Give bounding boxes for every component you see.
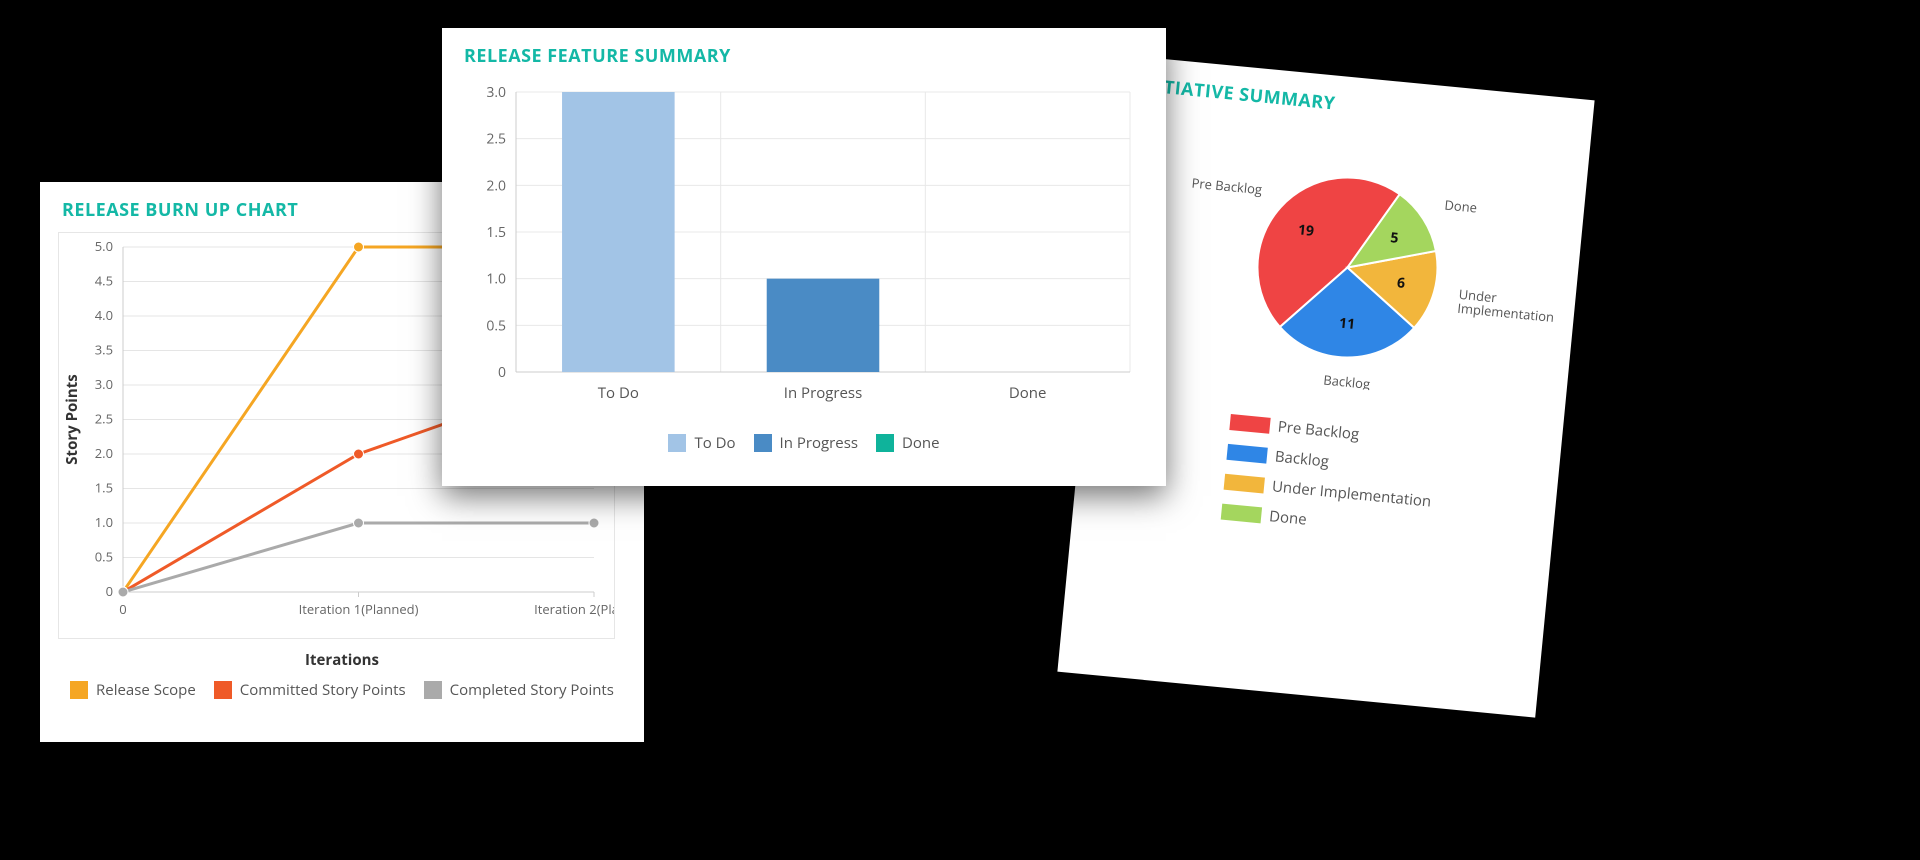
svg-text:UnderImplementation: UnderImplementation <box>1457 285 1557 326</box>
svg-text:Iteration 2(Planned): Iteration 2(Planned) <box>534 600 615 618</box>
svg-text:0.5: 0.5 <box>486 316 506 335</box>
legend-label: To Do <box>694 433 735 453</box>
legend-swatch <box>876 434 894 452</box>
svg-text:1.0: 1.0 <box>95 513 113 531</box>
legend-swatch <box>1221 504 1262 524</box>
burnup-legend: Release Scope Committed Story Points Compl… <box>58 680 626 700</box>
legend-item: In Progress <box>754 433 858 453</box>
legend-label: Release Scope <box>96 680 196 700</box>
legend-label: Done <box>902 433 940 453</box>
svg-text:2.0: 2.0 <box>486 176 506 195</box>
legend-item: Release Scope <box>70 680 196 700</box>
svg-text:Done: Done <box>1444 196 1478 217</box>
svg-text:Done: Done <box>1009 383 1047 403</box>
svg-text:0: 0 <box>498 363 506 382</box>
svg-text:3.0: 3.0 <box>486 83 506 102</box>
svg-text:3.0: 3.0 <box>95 375 113 393</box>
svg-text:5.0: 5.0 <box>95 237 113 255</box>
initiative-pie: 19Pre Backlog11Backlog6UnderImplementati… <box>1105 106 1572 407</box>
legend-swatch <box>424 681 442 699</box>
legend-label: Committed Story Points <box>240 680 406 700</box>
svg-text:2.0: 2.0 <box>95 444 113 462</box>
legend-label: Completed Story Points <box>450 680 614 700</box>
svg-text:1.0: 1.0 <box>486 270 506 289</box>
burnup-x-axis-label: Iterations <box>58 650 626 670</box>
svg-text:4.0: 4.0 <box>95 306 113 324</box>
svg-text:3.5: 3.5 <box>95 341 113 359</box>
legend-item: To Do <box>668 433 735 453</box>
svg-text:To Do: To Do <box>598 383 639 403</box>
svg-text:0: 0 <box>106 582 113 600</box>
legend-item: Committed Story Points <box>214 680 406 700</box>
legend-item: Completed Story Points <box>424 680 614 700</box>
legend-swatch <box>70 681 88 699</box>
svg-text:Backlog: Backlog <box>1323 371 1371 393</box>
svg-text:11: 11 <box>1338 314 1356 334</box>
legend-swatch <box>668 434 686 452</box>
svg-text:In Progress: In Progress <box>784 383 862 403</box>
legend-label: Under Implementation <box>1271 476 1432 511</box>
svg-text:4.5: 4.5 <box>95 272 113 290</box>
svg-text:Iteration 1(Planned): Iteration 1(Planned) <box>299 600 419 618</box>
svg-text:19: 19 <box>1297 220 1315 240</box>
svg-text:0.5: 0.5 <box>95 548 113 566</box>
initiative-legend: Pre BacklogBacklog Under ImplementationDo… <box>1221 412 1544 552</box>
feature-legend: To Do In Progress Done <box>460 433 1148 453</box>
legend-label: In Progress <box>780 433 858 453</box>
svg-text:1.5: 1.5 <box>95 479 113 497</box>
legend-swatch <box>1226 444 1267 464</box>
legend-swatch <box>1224 474 1265 494</box>
feature-chart: 0 0.5 1.0 1.5 2.0 2.5 3.0 To Do In Progress Done <box>460 78 1148 418</box>
svg-text:2.5: 2.5 <box>486 130 506 149</box>
legend-label: Pre Backlog <box>1277 417 1360 445</box>
card-feature-summary: RELEASE FEATURE SUMMARY 0 0.5 1.0 1.5 2.0 2.5… <box>442 28 1166 486</box>
svg-text:0: 0 <box>119 600 126 618</box>
legend-label: Backlog <box>1274 446 1330 471</box>
feature-title: RELEASE FEATURE SUMMARY <box>464 44 1148 68</box>
legend-item: Done <box>876 433 940 453</box>
legend-label: Done <box>1268 506 1307 530</box>
svg-text:Pre Backlog: Pre Backlog <box>1191 174 1263 199</box>
legend-swatch <box>1229 414 1270 434</box>
svg-text:1.5: 1.5 <box>486 223 506 242</box>
svg-text:Story Points: Story Points <box>62 374 82 464</box>
legend-swatch <box>754 434 772 452</box>
svg-text:2.5: 2.5 <box>95 410 113 428</box>
legend-swatch <box>214 681 232 699</box>
